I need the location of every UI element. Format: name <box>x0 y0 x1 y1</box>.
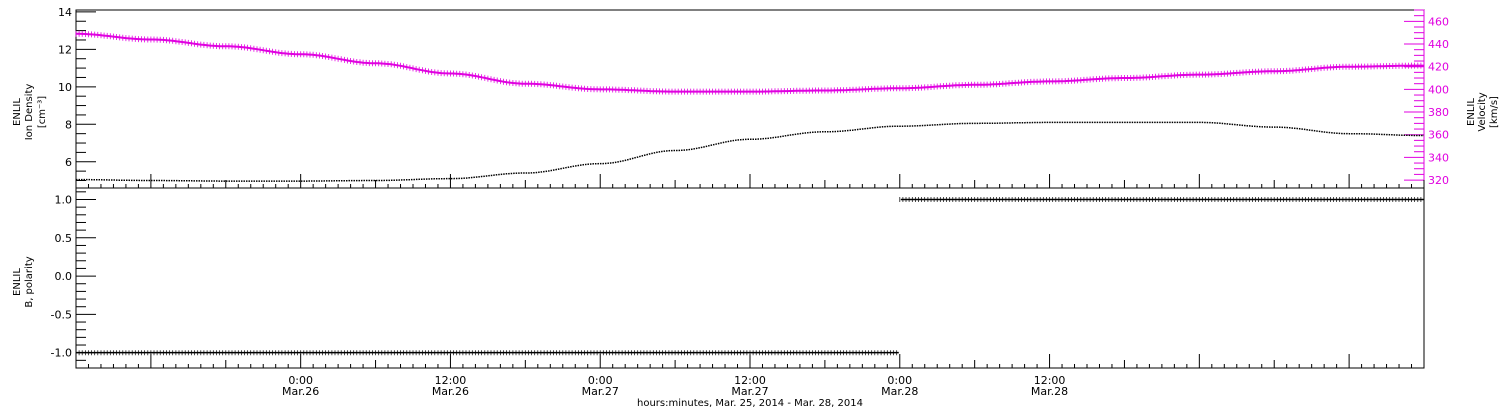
x-axis-title: hours:minutes, Mar. 25, 2014 - Mar. 28, … <box>637 398 863 409</box>
bottom-panel: 1.0 0.5 0.0 -0.5 -1.0 ENLIL B, polarity <box>12 187 1425 369</box>
velocity-tick-label: 380 <box>1428 106 1449 119</box>
date-tick-label: Mar.26 <box>432 385 469 398</box>
date-tick-label: Mar.28 <box>1031 385 1068 398</box>
velocity-markers <box>75 30 1425 95</box>
time-tick-label: 12:00 <box>734 374 766 387</box>
polarity-tick-label: 1.0 <box>55 193 73 206</box>
time-x-axis: 0:00Mar.2612:00Mar.260:00Mar.2712:00Mar.… <box>75 174 1425 398</box>
date-tick-label: Mar.27 <box>731 385 768 398</box>
time-tick-label: 0:00 <box>288 374 313 387</box>
bottom-panel-frame <box>75 187 1425 369</box>
date-tick-label: Mar.26 <box>282 385 319 398</box>
density-ylabel-line2: Ion Density <box>24 84 35 141</box>
polarity-tick-label: 0.5 <box>55 232 73 245</box>
polarity-tick-label: -1.0 <box>51 347 72 360</box>
density-y-axis: 6 8 10 12 14 <box>58 6 96 182</box>
polarity-y-axis: 1.0 0.5 0.0 -0.5 -1.0 <box>51 191 96 361</box>
polarity-markers <box>899 197 1425 202</box>
time-tick-label: 12:00 <box>435 374 467 387</box>
density-ylabel-line1: ENLIL <box>12 98 23 126</box>
polarity-ylabel-line1: ENLIL <box>12 268 23 296</box>
time-tick-label: 0:00 <box>887 374 912 387</box>
polarity-series <box>75 197 1425 356</box>
polarity-markers <box>75 350 898 356</box>
velocity-ylabel-line1: ENLIL <box>1466 98 1477 126</box>
date-tick-label: Mar.27 <box>582 385 619 398</box>
density-tick-label: 6 <box>65 156 72 169</box>
velocity-tick-label: 340 <box>1428 151 1449 164</box>
velocity-tick-label: 460 <box>1428 15 1449 28</box>
density-line <box>76 121 1424 182</box>
density-tick-label: 12 <box>58 43 72 56</box>
density-tick-label: 14 <box>58 6 72 19</box>
polarity-ylabel-line2: B, polarity <box>24 256 35 307</box>
velocity-tick-label: 360 <box>1428 129 1449 142</box>
velocity-tick-label: 320 <box>1428 174 1449 187</box>
top-panel-frame <box>75 9 1425 189</box>
date-tick-label: Mar.28 <box>881 385 918 398</box>
density-tick-label: 10 <box>58 81 72 94</box>
velocity-line <box>76 32 1424 93</box>
velocity-tick-label: 440 <box>1428 38 1449 51</box>
velocity-ylabel-line2: Velocity <box>1477 92 1488 131</box>
time-tick-label: 0:00 <box>588 374 613 387</box>
velocity-y-axis: 320 340 360 380 400 420 440 460 <box>1404 9 1449 188</box>
density-series <box>76 121 1424 182</box>
polarity-tick-label: -0.5 <box>51 308 72 321</box>
velocity-ylabel-line3: [km/s] <box>1489 96 1500 128</box>
density-ylabel-line3: [cm⁻³] <box>37 96 48 128</box>
velocity-tick-label: 420 <box>1428 61 1449 74</box>
density-tick-label: 8 <box>65 118 72 131</box>
time-tick-label: 12:00 <box>1034 374 1066 387</box>
velocity-tick-label: 400 <box>1428 83 1449 96</box>
polarity-tick-label: 0.0 <box>55 270 73 283</box>
velocity-series <box>75 30 1425 95</box>
